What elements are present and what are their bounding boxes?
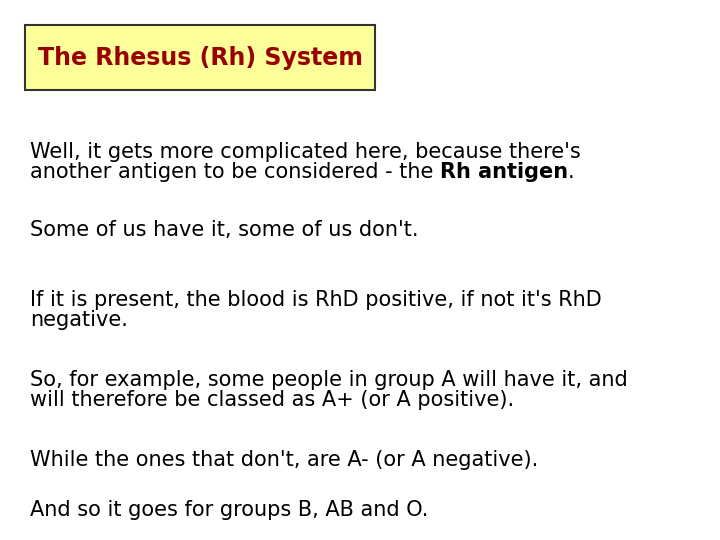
Text: Some of us have it, some of us don't.: Some of us have it, some of us don't. [30,220,418,240]
Text: The Rhesus (Rh) System: The Rhesus (Rh) System [37,45,362,70]
Text: So, for example, some people in group A will have it, and: So, for example, some people in group A … [30,370,628,390]
Text: negative.: negative. [30,310,128,330]
Text: will therefore be classed as A+ (or A positive).: will therefore be classed as A+ (or A po… [30,390,514,410]
Text: Rh antigen: Rh antigen [440,162,568,183]
FancyBboxPatch shape [25,25,375,90]
Text: While the ones that don't, are A- (or A negative).: While the ones that don't, are A- (or A … [30,450,539,470]
Text: another antigen to be considered - the: another antigen to be considered - the [30,162,440,183]
Text: If it is present, the blood is RhD positive, if not it's RhD: If it is present, the blood is RhD posit… [30,290,602,310]
Text: And so it goes for groups B, AB and O.: And so it goes for groups B, AB and O. [30,500,428,520]
Text: .: . [568,162,575,183]
Text: Well, it gets more complicated here, because there's: Well, it gets more complicated here, bec… [30,142,581,162]
